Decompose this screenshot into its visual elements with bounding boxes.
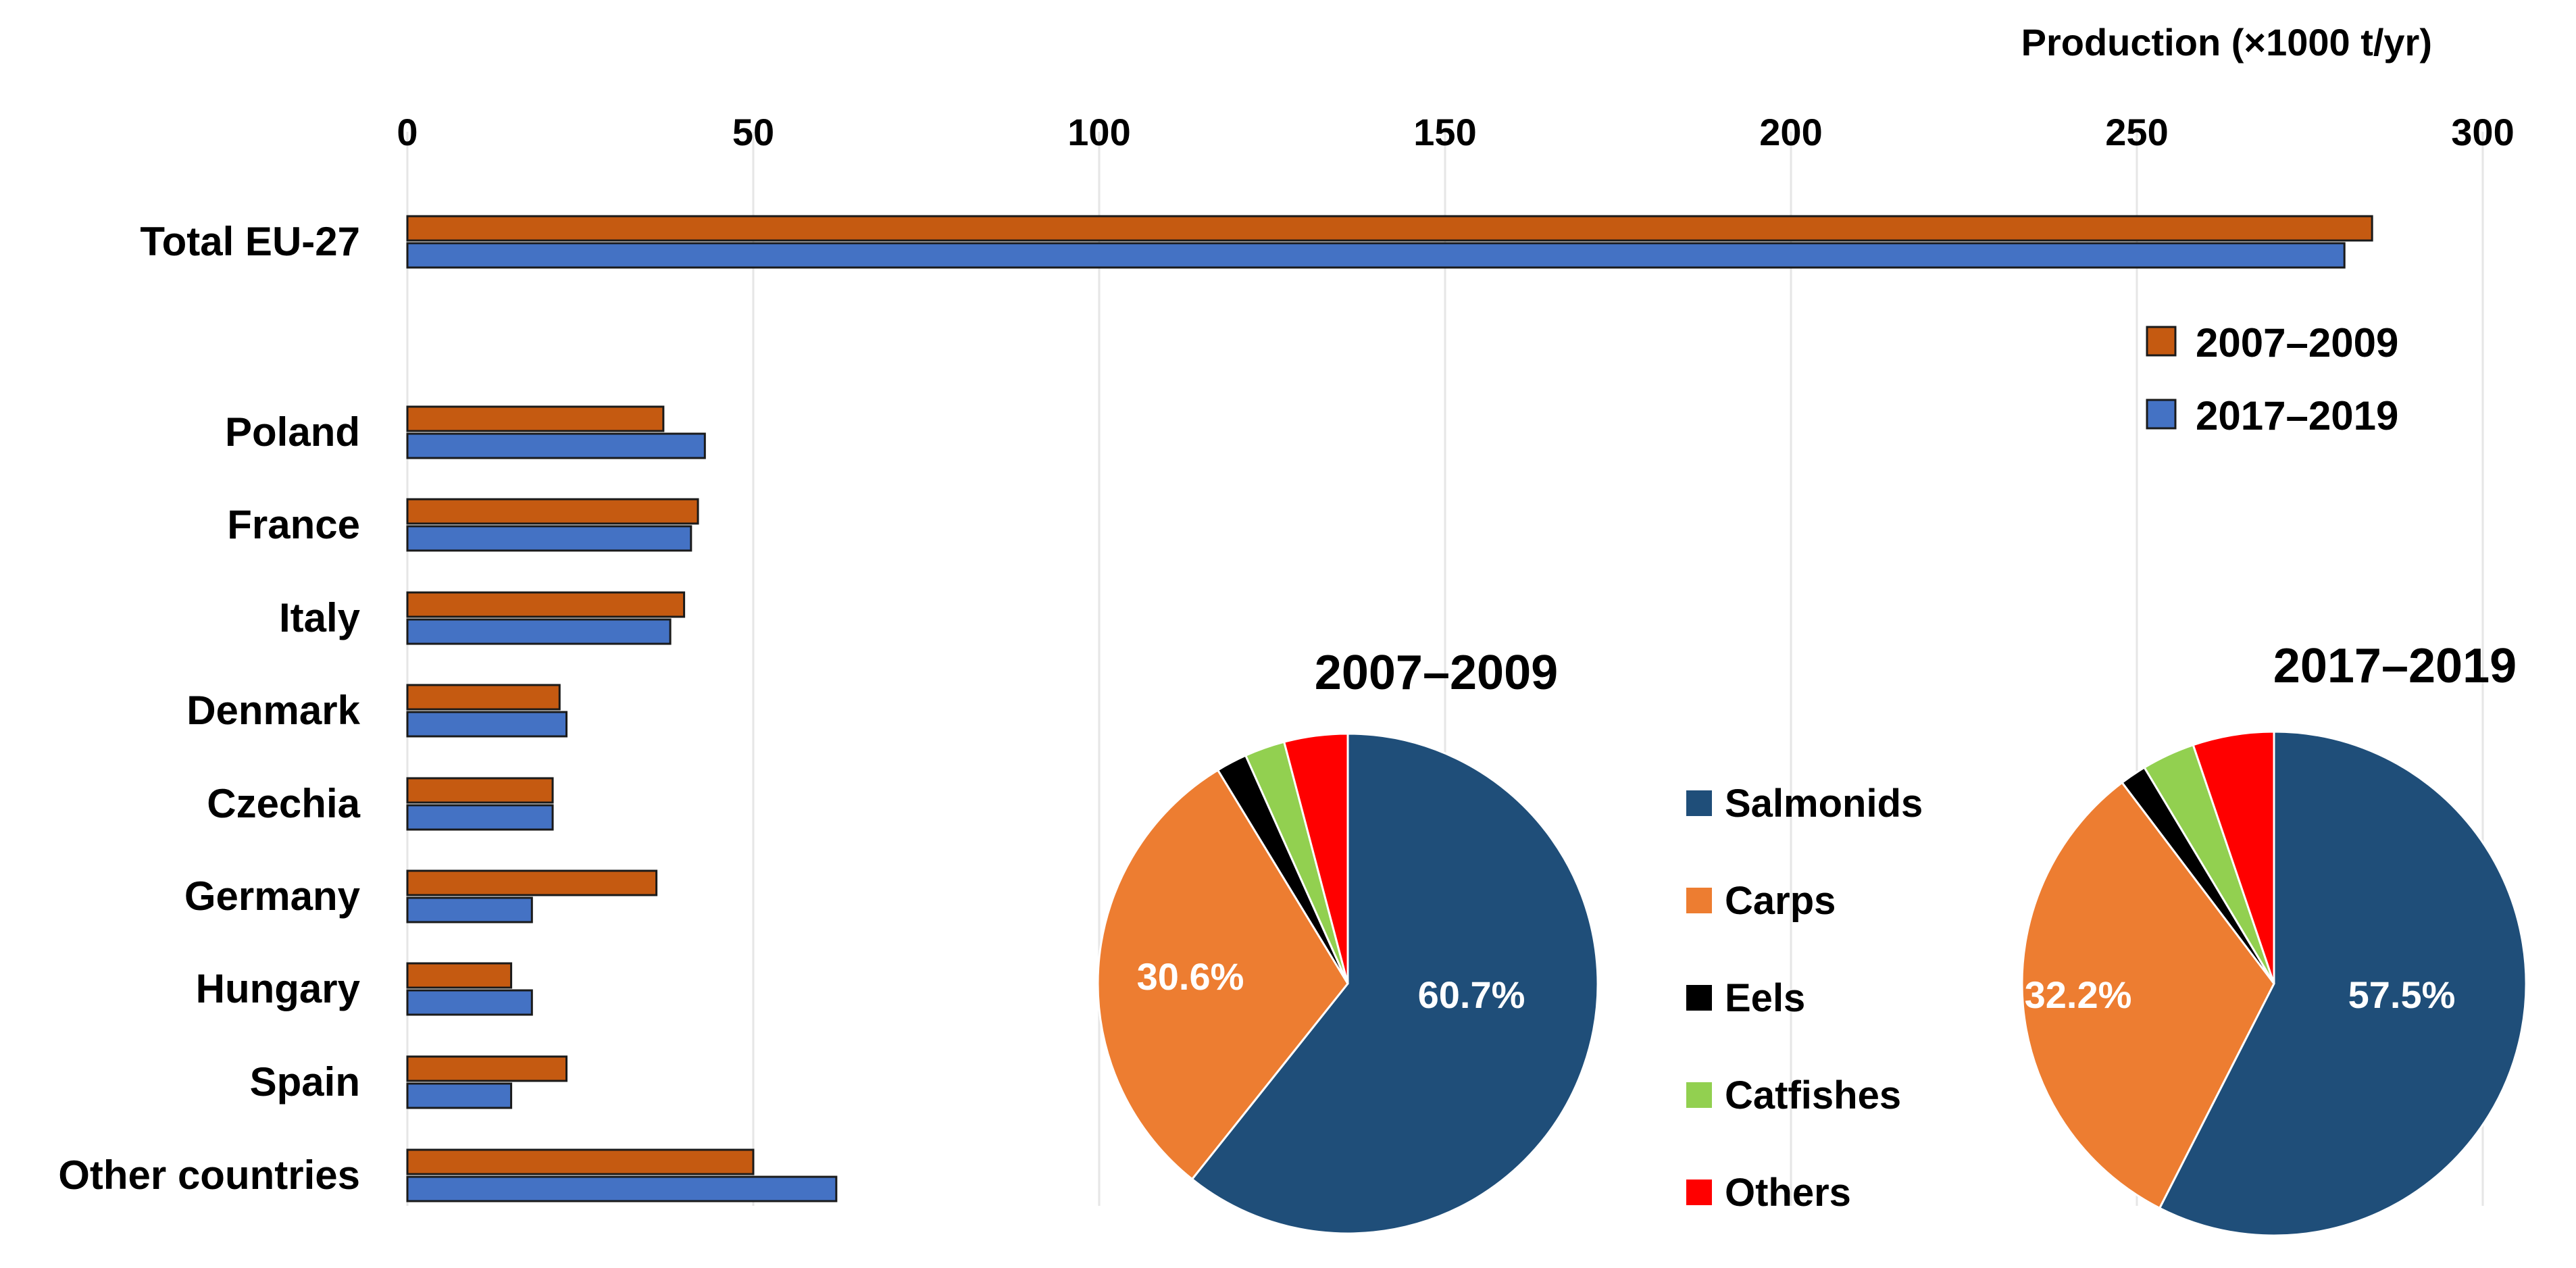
bar-2017-2019-italy [406, 618, 672, 645]
pie-slice-salmonids [1190, 732, 1599, 1235]
pie-slice-carps [2021, 781, 2275, 1210]
category-label-germany: Germany [184, 873, 361, 919]
category-label-spain: Spain [250, 1059, 360, 1105]
bar-2017-2019-total-eu-27 [406, 242, 2346, 269]
pie-title: 2017–2019 [2273, 639, 2517, 693]
bar-2007-2009-italy [406, 591, 686, 618]
category-label-poland: Poland [225, 409, 360, 455]
category-label-italy: Italy [279, 595, 361, 640]
bar-2007-2009-total-eu-27 [406, 215, 2373, 242]
legend-swatch-2017-2019 [2146, 399, 2177, 430]
x-axis-title: Production (×1000 t/yr) [2021, 21, 2432, 64]
x-axis-ticks: 0 50 100 150 200 250 300 [397, 111, 2514, 153]
pie-slice-salmonids [2158, 730, 2527, 1237]
bar-2017-2019-hungary [406, 989, 533, 1016]
category-label-hungary: Hungary [196, 966, 361, 1011]
x-tick-label: 50 [732, 111, 774, 153]
pie-title: 2007–2009 [1315, 646, 1558, 700]
pie-slice-others [1282, 732, 1349, 984]
bar-2007-2009-czechia [406, 777, 554, 804]
bar-2007-2009-denmark [406, 684, 561, 711]
pie-legend-label-others: Others [1725, 1171, 1851, 1215]
pie-legend: Salmonids Carps Eels Catfishes Others [1686, 782, 1923, 1215]
pie-data-label-carps: 30.6% [1137, 955, 1244, 998]
bar-2017-2019-france [406, 525, 692, 552]
pie-chart-2017-2019: 2017–2019 57.5% 32.2% [2021, 639, 2527, 1237]
legend-swatch-2007-2009 [2146, 326, 2177, 357]
bar-2017-2019-spain [406, 1082, 513, 1109]
bar-2007-2009-france [406, 498, 699, 525]
pie-legend-label-eels: Eels [1725, 976, 1805, 1020]
x-tick-label: 0 [397, 111, 418, 153]
pie-legend-label-catfishes: Catfishes [1725, 1073, 1901, 1117]
pie-slice-carps [1096, 768, 1349, 1181]
bar-2007-2009-other-countries [406, 1148, 755, 1175]
bar-2017-2019-germany [406, 896, 533, 923]
pie-legend-label-carps: Carps [1725, 879, 1836, 923]
gridlines [406, 132, 2484, 1206]
x-tick-label: 100 [1067, 111, 1130, 153]
bar-2017-2019-denmark [406, 711, 568, 738]
bar-2017-2019-other-countries [406, 1175, 838, 1202]
legend-label-2017-2019: 2017–2019 [2196, 393, 2398, 438]
bar-2007-2009-poland [406, 405, 665, 432]
pie-chart-2007-2009: 2007–2009 60.7% 30.6% [1096, 646, 1599, 1235]
pie-data-label-carps: 32.2% [2025, 973, 2132, 1016]
x-tick-label: 150 [1413, 111, 1476, 153]
pie-legend-swatch-catfishes [1686, 1082, 1712, 1108]
pie-legend-swatch-eels [1686, 985, 1712, 1011]
bar-2007-2009-spain [406, 1055, 568, 1082]
pie-legend-swatch-salmonids [1686, 790, 1712, 816]
category-label-france: France [227, 502, 360, 547]
x-tick-label: 250 [2105, 111, 2168, 153]
x-tick-label: 300 [2451, 111, 2514, 153]
pie-data-label-salmonids: 60.7% [1418, 973, 1525, 1016]
legend-label-2007-2009: 2007–2009 [2196, 320, 2398, 365]
x-tick-label: 200 [1759, 111, 1822, 153]
category-label-denmark: Denmark [186, 688, 360, 733]
pie-legend-swatch-carps [1686, 888, 1712, 913]
category-label-total-eu-27: Total EU-27 [140, 219, 360, 264]
bar-series [406, 215, 2373, 1202]
pie-legend-label-salmonids: Salmonids [1725, 782, 1923, 826]
bar-2007-2009-hungary [406, 962, 513, 989]
pie-slice-others [2192, 730, 2275, 984]
pie-legend-swatch-others [1686, 1180, 1712, 1205]
category-label-other-countries: Other countries [58, 1152, 360, 1198]
pie-data-label-salmonids: 57.5% [2348, 973, 2456, 1016]
bar-2007-2009-germany [406, 869, 658, 896]
bar-2017-2019-poland [406, 432, 706, 459]
bar-legend: 2007–2009 2017–2019 [2146, 320, 2398, 438]
bar-2017-2019-czechia [406, 804, 554, 831]
category-label-czechia: Czechia [207, 781, 360, 826]
category-labels: Total EU-27 Poland France Italy Denmark Czech… [58, 219, 360, 1198]
